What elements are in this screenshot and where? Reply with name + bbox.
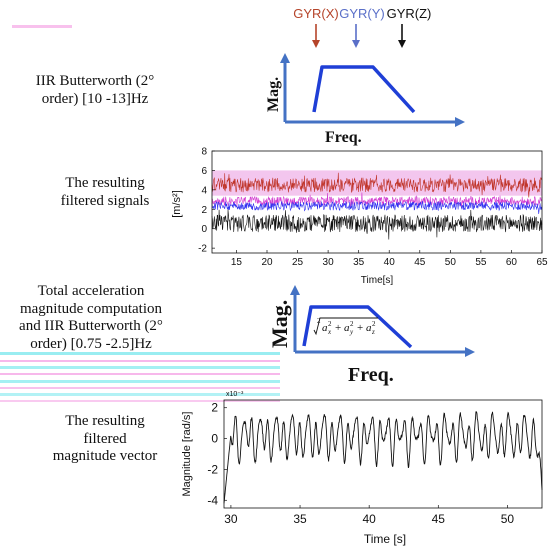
svg-text:a: a xyxy=(344,322,350,334)
result-1-label-line-2: filtered signals xyxy=(60,192,150,209)
chart-2-ticks: 30 35 40 45 50 -4 -2 0 2 xyxy=(207,401,514,526)
chart-2-xtick-label: 40 xyxy=(362,512,376,526)
chart-1-ytick-label: -2 xyxy=(198,244,207,255)
filter-2-passband-shape xyxy=(302,305,413,349)
filter-2-label-line-3: and IIR Butterworth (2° xyxy=(19,318,163,335)
chart-1-ticks: 15 20 25 30 35 40 45 50 55 60 65 -2 0 2 4 6 8 xyxy=(198,147,548,269)
chart-1-ytick-label: 8 xyxy=(201,147,207,158)
filter-2-label-line-2: magnitude computation xyxy=(19,300,163,317)
chart-2-series-magnitude xyxy=(223,410,543,504)
chart-1: 15 20 25 30 35 40 45 50 55 60 65 -2 0 2 4 6 8 [m/s²] Tim… xyxy=(171,147,548,287)
svg-text:z: z xyxy=(371,328,375,336)
chart-1-ytick-label: 2 xyxy=(201,205,207,216)
chart-2-x-label: Time [s] xyxy=(364,532,406,546)
filter-diagram-2: Mag. Freq. 2 a x 2 + a y 2 + a z 2 xyxy=(267,285,475,386)
decorative-stripes xyxy=(0,25,280,402)
chart-1-xtick-label: 50 xyxy=(445,257,457,268)
chart-1-xtick-label: 15 xyxy=(231,257,243,268)
chart-2-frame xyxy=(223,399,543,509)
legend: GYR(X) GYR(Y) GYR(Z) xyxy=(293,6,431,48)
filter-2-label-line-4: order) [0.75 -2.5]Hz xyxy=(30,336,152,353)
svg-text:+: + xyxy=(335,322,341,334)
chart-2-y-label: Magnitude [rad/s] xyxy=(181,412,193,497)
svg-text:2: 2 xyxy=(372,320,376,328)
chart-2-xtick-label: 30 xyxy=(224,512,238,526)
svg-text:2: 2 xyxy=(328,320,332,328)
chart-1-frame xyxy=(211,150,543,254)
chart-1-series xyxy=(211,172,543,240)
chart-2-xtick-label: 45 xyxy=(432,512,446,526)
filter-2-y-label: Mag. xyxy=(267,300,292,348)
chart-1-series-0 xyxy=(211,172,543,198)
legend-label-gyr-z: GYR(Z) xyxy=(387,6,432,21)
svg-text:x: x xyxy=(327,328,332,336)
svg-text:y: y xyxy=(349,328,354,336)
svg-text:a: a xyxy=(366,322,372,334)
chart-1-ytick-label: 6 xyxy=(201,166,207,177)
chart-1-x-label: Time[s] xyxy=(361,275,394,286)
chart-2-series xyxy=(223,410,543,504)
filter-1-passband-shape xyxy=(312,65,416,114)
legend-label-gyr-x: GYR(X) xyxy=(293,6,339,21)
chart-2-scale-note: x10⁻³ xyxy=(226,391,244,398)
chart-2-xtick-label: 35 xyxy=(293,512,307,526)
chart-1-xtick-label: 30 xyxy=(323,257,335,268)
filter-1-label: IIR Butterworth (2° order) [10 -13]Hz xyxy=(20,73,170,108)
chart-1-xtick-label: 60 xyxy=(506,257,518,268)
legend-arrowhead-gyr-x xyxy=(312,40,320,48)
chart-2-ytick-label: -2 xyxy=(207,462,218,476)
result-2-label-line-3: magnitude vector xyxy=(52,448,158,465)
chart-2: 30 35 40 45 50 -4 -2 0 2 x10⁻³ Magnitude [rad/s]… xyxy=(181,391,543,546)
result-1-label-line-1: The resulting xyxy=(65,175,145,191)
chart-1-ytick-label: 4 xyxy=(201,185,207,196)
chart-1-series-2 xyxy=(211,200,543,215)
result-2-label-line-2: filtered xyxy=(83,430,127,447)
chart-1-xtick-label: 65 xyxy=(536,257,548,268)
legend-arrowhead-gyr-y xyxy=(352,40,360,48)
filter-2-label-line-1: Total acceleration xyxy=(37,283,145,299)
filter-1-x-label: Freq. xyxy=(325,129,362,146)
result-2-label-line-1: The resulting xyxy=(65,413,145,429)
filter-1-label-line-2: order) [10 -13]Hz xyxy=(41,90,149,107)
legend-label-gyr-y: GYR(Y) xyxy=(339,6,385,21)
chart-1-xtick-label: 55 xyxy=(475,257,487,268)
chart-2-xtick-label: 50 xyxy=(501,512,515,526)
chart-2-ytick-label: -4 xyxy=(207,493,218,507)
svg-text:2: 2 xyxy=(350,320,354,328)
chart-1-y-label: [m/s²] xyxy=(171,190,183,218)
chart-1-series-3 xyxy=(211,209,543,240)
chart-1-ytick-label: 0 xyxy=(201,224,207,235)
chart-1-xtick-label: 35 xyxy=(353,257,365,268)
svg-text:+: + xyxy=(357,322,363,334)
result-1-label: The resulting filtered signals xyxy=(30,175,180,210)
filter-2-x-label: Freq. xyxy=(348,364,394,386)
chart-1-xtick-label: 25 xyxy=(292,257,304,268)
svg-text:a: a xyxy=(322,322,328,334)
magnitude-formula: 2 a x 2 + a y 2 + a z 2 xyxy=(313,317,378,336)
chart-1-xtick-label: 40 xyxy=(384,257,396,268)
filter-diagram-1: Mag. Freq. xyxy=(265,53,465,146)
chart-1-xtick-label: 45 xyxy=(414,257,426,268)
filter-1-label-line-1: IIR Butterworth (2° xyxy=(35,73,155,89)
chart-1-xtick-label: 20 xyxy=(261,257,273,268)
result-2-label: The resulting filtered magnitude vector xyxy=(30,413,180,466)
chart-2-ytick-label: 0 xyxy=(211,432,218,446)
filter-1-y-label: Mag. xyxy=(265,77,282,112)
filter-2-label: Total acceleration magnitude computation… xyxy=(0,283,182,354)
legend-arrowhead-gyr-z xyxy=(398,40,406,48)
chart-2-ytick-label: 2 xyxy=(211,401,218,415)
